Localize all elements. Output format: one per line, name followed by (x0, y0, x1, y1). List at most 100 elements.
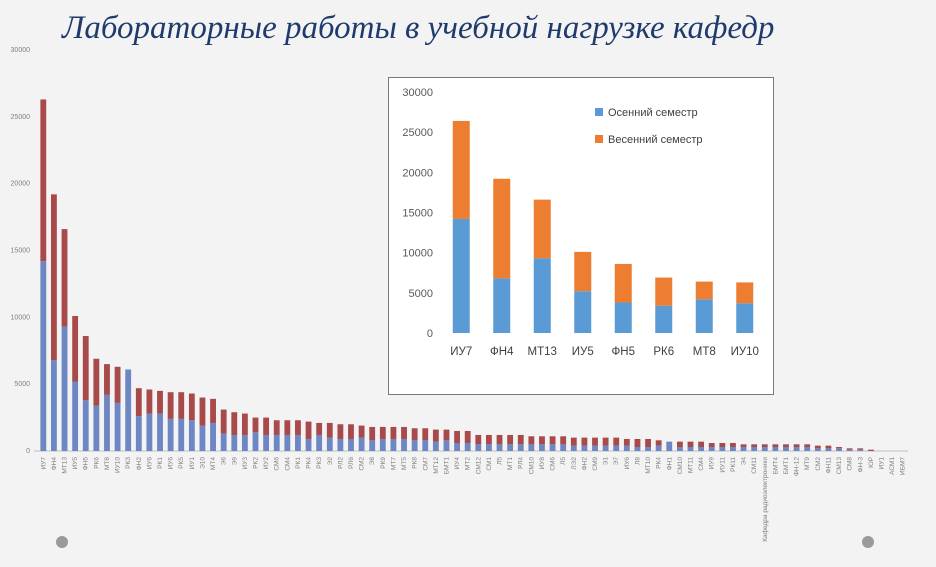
main-bar-segment-autumn (793, 446, 800, 451)
main-bar-segment-autumn (560, 444, 567, 451)
main-bar-segment-spring (348, 424, 354, 439)
main-x-tick-label: ИУ6 (624, 457, 631, 470)
inset-x-tick-label: МТ13 (528, 346, 557, 358)
main-bar-segment-spring (188, 393, 195, 421)
main-bar-segment-autumn (316, 434, 323, 451)
main-bar-segment-spring (560, 436, 567, 445)
main-x-tick-label: РК4 (656, 457, 663, 469)
main-bar-segment-spring (698, 441, 705, 447)
main-bar-segment-spring (719, 442, 726, 447)
inset-bar-segment-autumn (533, 258, 551, 333)
main-bar-segment-autumn (613, 445, 620, 451)
inset-x-tick-label: МТ8 (693, 346, 716, 358)
main-bar-segment-spring (825, 445, 832, 449)
main-x-tick-label: РК9 (380, 457, 387, 469)
main-bar-segment-spring (761, 444, 768, 447)
main-x-tick-label: РК4 (306, 457, 313, 469)
main-x-tick-label: БМТ1 (443, 457, 450, 475)
main-x-tick-label: СМ6 (274, 457, 281, 471)
main-x-tick-label: МТ11 (688, 457, 695, 474)
main-bar-segment-spring (836, 446, 842, 449)
main-bar-segment-spring (549, 436, 556, 445)
main-bar-segment-autumn (645, 446, 651, 451)
main-bar-segment-autumn (730, 446, 736, 451)
main-bar-segment-autumn (751, 446, 758, 451)
main-bar-segment-spring (475, 434, 482, 445)
main-bar-segment-spring (263, 417, 270, 435)
inset-chart-panel: 0 5000 10000 15000 20000 25000 30000 ИУ7 ФН4 МТ13… (388, 77, 774, 395)
main-bar-segment-autumn (72, 381, 79, 451)
main-bar-segment-autumn (454, 442, 461, 451)
inset-bar-chart: 0 5000 10000 15000 20000 25000 30000 ИУ7 ФН4 МТ13… (402, 87, 759, 358)
main-bar-segment-autumn (623, 445, 630, 451)
main-bar-segment-autumn (496, 444, 503, 451)
main-bar-segment-spring (411, 428, 418, 441)
inset-bar-segment-spring (452, 120, 470, 219)
main-x-tick-label: РЛ4 (518, 457, 525, 469)
main-bar-segment-spring (379, 426, 386, 439)
main-bar-segment-autumn (539, 444, 545, 451)
main-bar-segment-autumn (252, 432, 259, 451)
main-bar-segment-autumn (358, 437, 365, 451)
main-bar-segment-spring (104, 364, 110, 395)
main-bar-segment-autumn (40, 261, 47, 451)
main-bar-segment-spring (358, 425, 365, 438)
main-x-tick-label: МТ5 (401, 457, 408, 470)
main-bar-segment-spring (326, 422, 333, 438)
main-x-tick-label: ЛЭ2 (571, 457, 578, 470)
main-bar-segment-spring (72, 315, 79, 382)
main-y-tick-label: 25000 (11, 114, 31, 121)
main-bar-segment-spring (464, 430, 471, 443)
main-bar-segment-spring (178, 392, 185, 419)
main-bar-segment-spring (570, 437, 577, 446)
main-x-tick-label: РК11 (730, 457, 737, 472)
inset-bar-segment-spring (736, 282, 754, 304)
main-bar-segment-autumn (61, 326, 68, 451)
inset-bar-segment-autumn (695, 299, 713, 333)
main-x-tick-label: СМ6 (550, 457, 557, 471)
main-bar-segment-spring (814, 445, 821, 449)
main-bar-segment-autumn (528, 444, 535, 451)
inset-y-tick-label: 5000 (409, 288, 433, 300)
main-y-tick-label: 15000 (11, 248, 31, 255)
main-bar-segment-autumn (337, 438, 344, 451)
main-x-tick-label: ИУ5 (72, 457, 79, 470)
main-bar-segment-autumn (348, 438, 354, 451)
main-bar-segment-autumn (825, 448, 832, 451)
inset-bar-segment-spring (493, 178, 511, 279)
main-bar-segment-spring (528, 436, 535, 445)
inset-x-tick-label: ИУ5 (572, 346, 594, 358)
main-y-tick-label: 20000 (11, 181, 31, 188)
main-x-tick-label: Кафедра радиоэлектроники (762, 457, 769, 542)
main-bar-segment-autumn (655, 445, 662, 451)
main-bar-segment-spring (708, 442, 715, 447)
main-bar-segment-spring (61, 229, 68, 327)
main-x-tick-label: СМ11 (751, 457, 758, 474)
main-bar-segment-autumn (708, 446, 715, 451)
main-bar-segment-spring (602, 437, 609, 446)
main-bar-segment-autumn (114, 402, 121, 451)
main-bar-segment-spring (114, 366, 121, 403)
inset-bar-segment-autumn (452, 218, 470, 333)
main-bar-segment-autumn (740, 446, 747, 451)
main-bar-segment-spring (857, 448, 864, 450)
main-bar-segment-spring (655, 440, 662, 446)
main-bar-segment-autumn (783, 446, 789, 451)
main-bar-segment-spring (50, 194, 57, 361)
main-bar-segment-spring (613, 437, 620, 446)
main-x-tick-label: Л5 (497, 457, 504, 465)
main-x-tick-label: СМ4 (284, 457, 291, 471)
main-bar-segment-spring (783, 444, 789, 447)
main-bar-segment-spring (772, 444, 779, 447)
main-bar-segment-autumn (846, 449, 853, 451)
main-x-tick-label: РК3 (125, 457, 132, 469)
main-bar-segment-autumn (814, 448, 821, 451)
main-bar-segment-spring (167, 392, 174, 419)
main-bar-segment-autumn (857, 449, 864, 451)
main-bar-segment-autumn (210, 422, 216, 451)
main-x-tick-label: РК5 (178, 457, 185, 469)
main-bar-segment-autumn (50, 360, 57, 451)
main-bar-segment-autumn (422, 440, 429, 451)
main-x-tick-label: СМ2 (815, 457, 822, 471)
